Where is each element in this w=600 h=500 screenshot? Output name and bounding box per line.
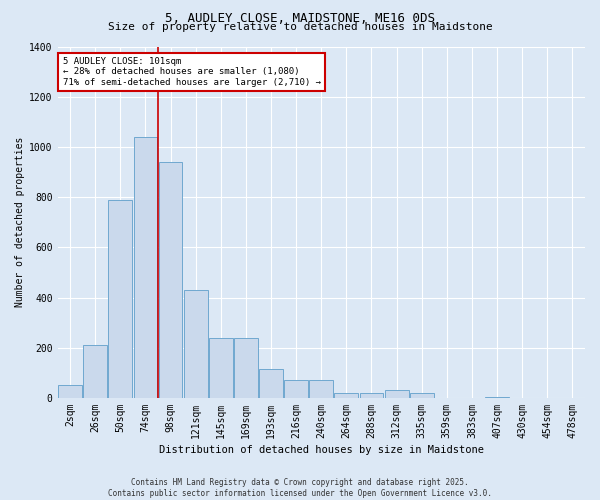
Bar [385,390,409,398]
Bar [109,200,132,398]
Bar [485,396,509,398]
Bar [83,345,107,398]
Text: 5 AUDLEY CLOSE: 101sqm
← 28% of detached houses are smaller (1,080)
71% of semi-: 5 AUDLEY CLOSE: 101sqm ← 28% of detached… [63,57,321,87]
Bar [134,137,157,398]
Y-axis label: Number of detached properties: Number of detached properties [15,137,25,308]
Bar [284,380,308,398]
Bar [58,386,82,398]
Bar [359,393,383,398]
Text: Size of property relative to detached houses in Maidstone: Size of property relative to detached ho… [107,22,493,32]
X-axis label: Distribution of detached houses by size in Maidstone: Distribution of detached houses by size … [159,445,484,455]
Bar [334,393,358,398]
Bar [158,162,182,398]
Text: 5, AUDLEY CLOSE, MAIDSTONE, ME16 0DS: 5, AUDLEY CLOSE, MAIDSTONE, ME16 0DS [165,12,435,26]
Bar [209,338,233,398]
Bar [410,393,434,398]
Bar [310,380,333,398]
Bar [234,338,258,398]
Bar [259,369,283,398]
Text: Contains HM Land Registry data © Crown copyright and database right 2025.
Contai: Contains HM Land Registry data © Crown c… [108,478,492,498]
Bar [184,290,208,398]
